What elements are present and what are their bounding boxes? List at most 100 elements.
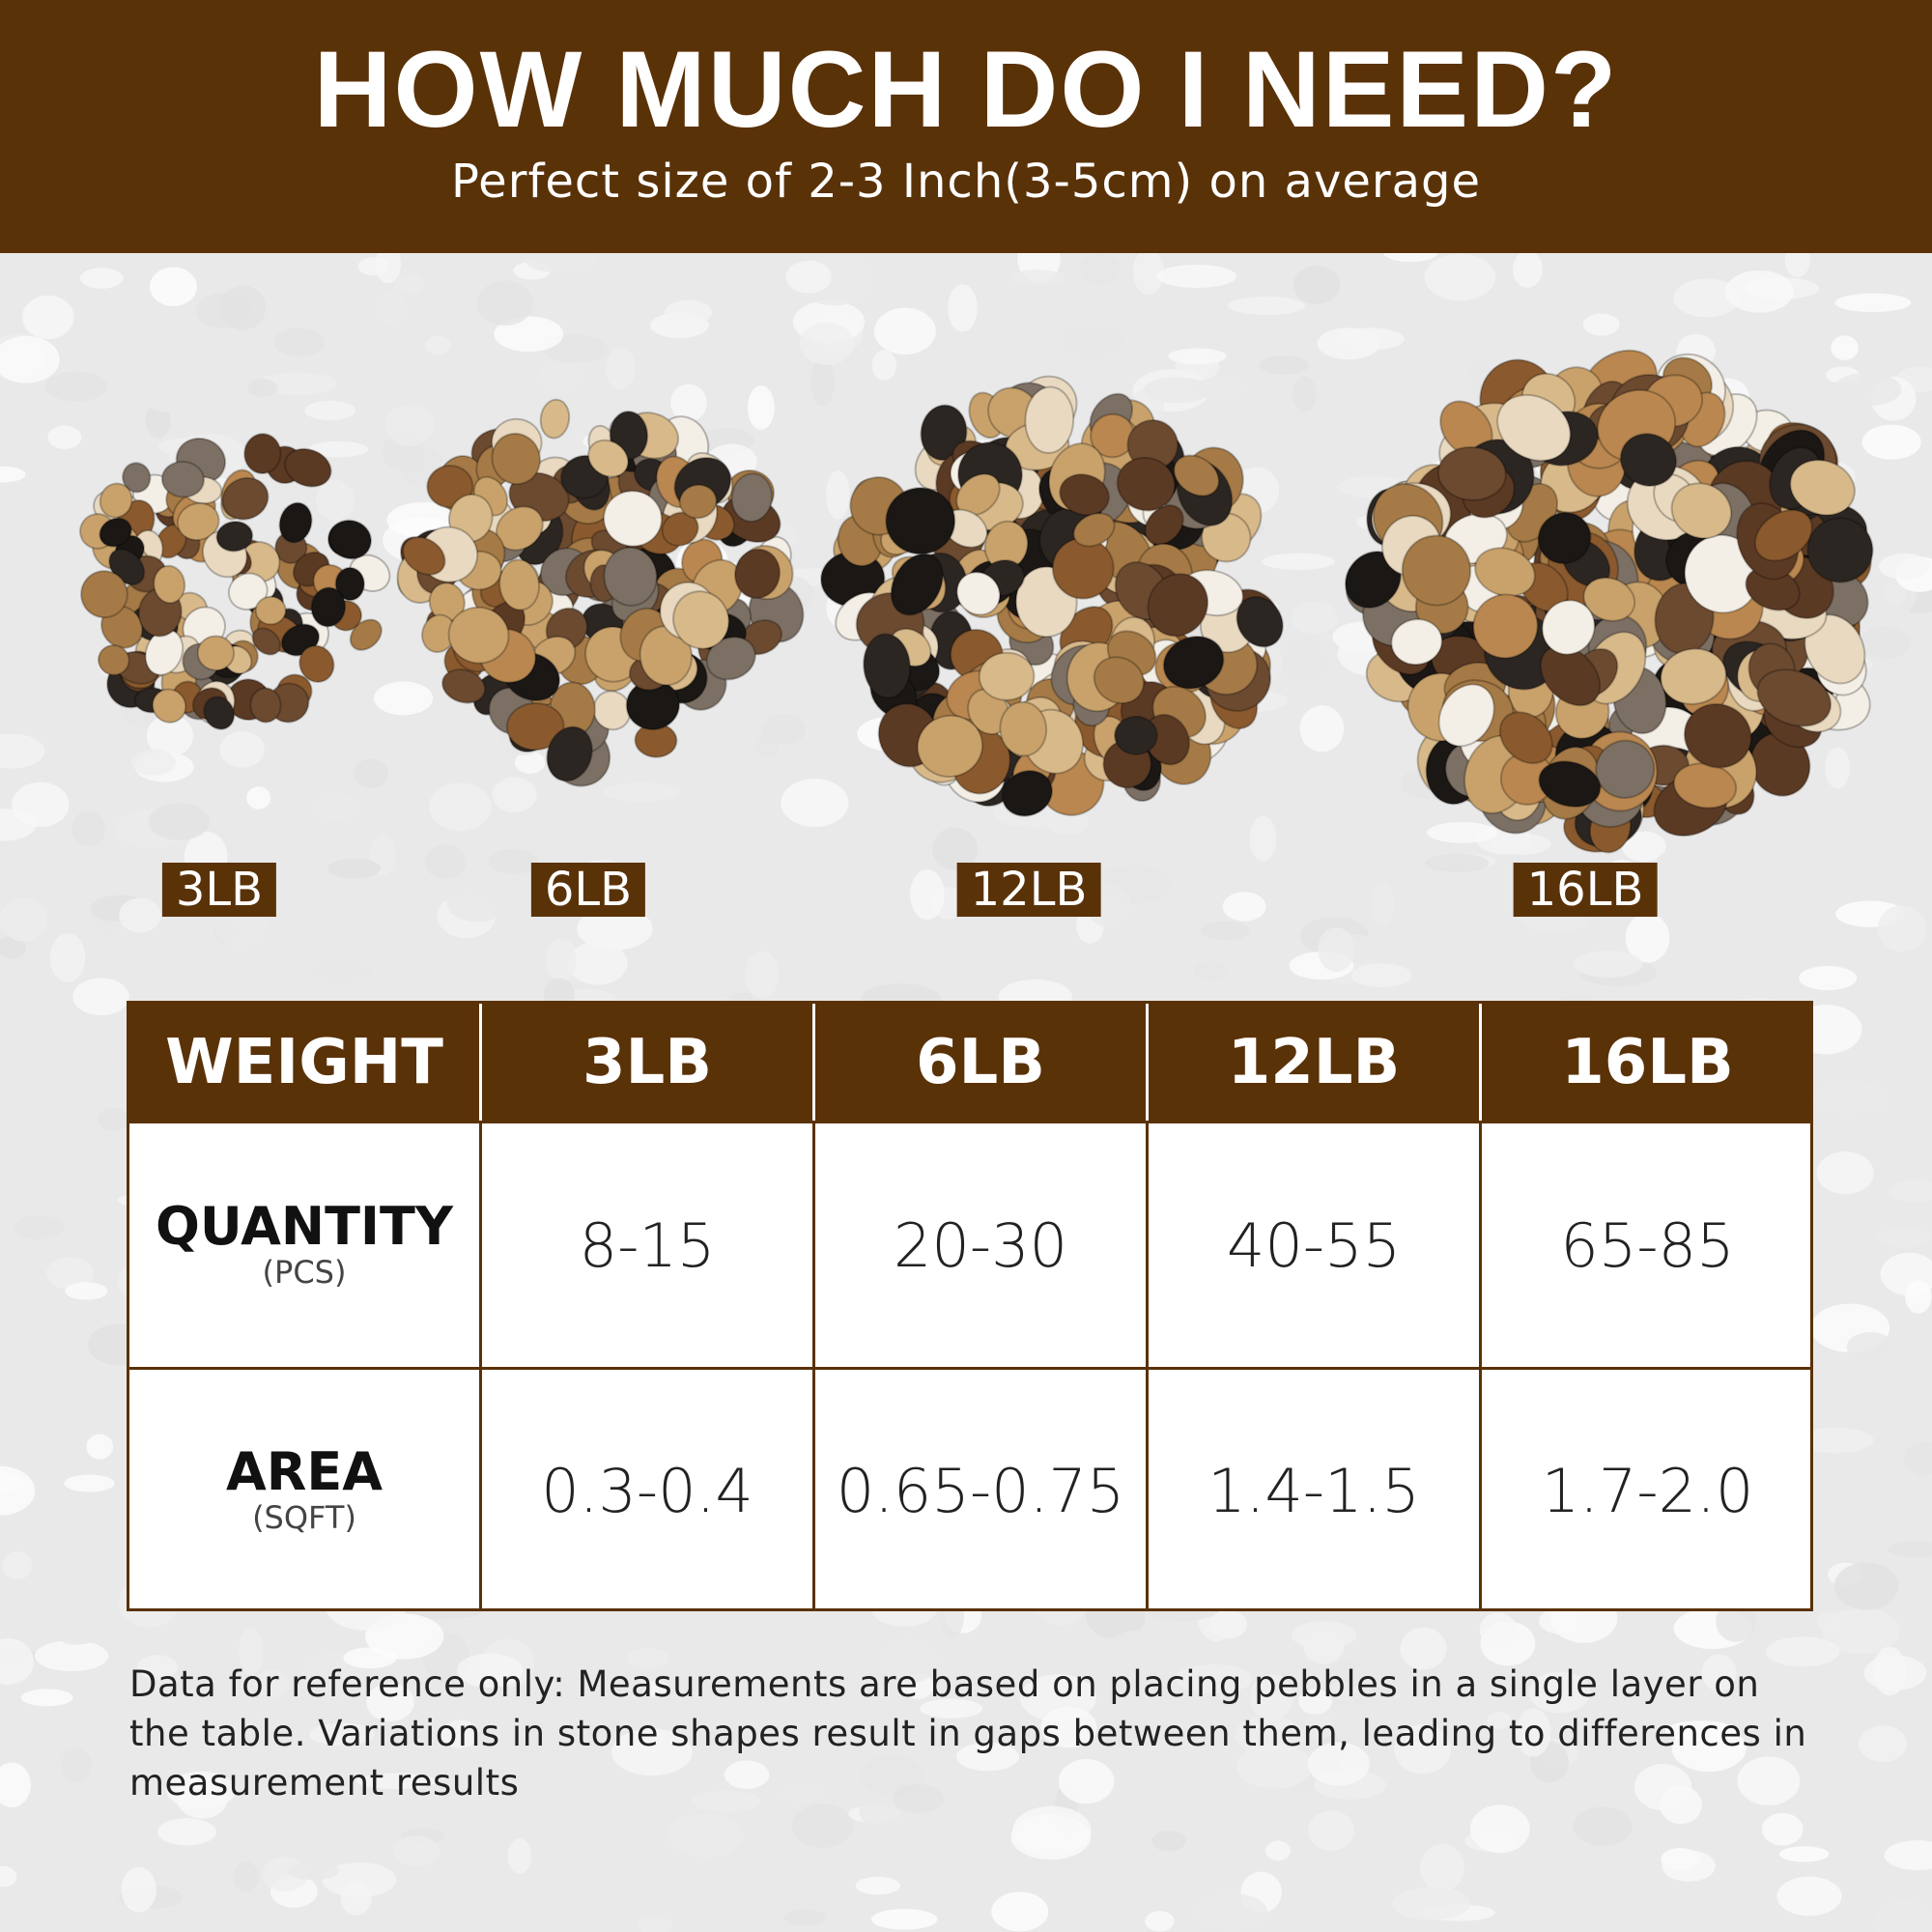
pebble	[152, 688, 187, 724]
pebble	[587, 439, 630, 478]
pebble	[1619, 433, 1678, 487]
bg-pebble	[1888, 1179, 1932, 1203]
pebble	[678, 483, 718, 520]
bg-pebble	[1884, 1840, 1932, 1871]
bg-pebble	[1873, 1646, 1907, 1696]
title: HOW MUCH DO I NEED?	[313, 29, 1619, 150]
bg-pebble	[1877, 905, 1927, 952]
bg-pebble	[871, 350, 897, 381]
bg-pebble	[1370, 882, 1395, 925]
bg-pebble	[247, 378, 278, 398]
pebble	[916, 714, 983, 779]
pebble	[176, 502, 220, 541]
bg-pebble	[0, 466, 26, 483]
bg-pebble	[514, 751, 546, 774]
bg-pebble	[62, 1695, 127, 1729]
pebble	[1789, 459, 1856, 517]
bg-pebble	[492, 777, 537, 813]
bg-pebble	[322, 1861, 397, 1898]
bg-pebble	[1834, 293, 1912, 313]
bg-pebble	[494, 316, 564, 353]
pebble	[215, 520, 254, 553]
header-cell: 16LB	[1482, 1004, 1813, 1121]
bg-pebble	[788, 730, 867, 766]
bg-pebble	[2, 1550, 33, 1580]
value-cell: 1.4-1.5	[1149, 1367, 1482, 1611]
pebble	[1538, 760, 1602, 809]
value-cell: 20-30	[815, 1121, 1149, 1367]
bg-pebble	[1307, 1742, 1371, 1786]
bg-pebble	[46, 1257, 94, 1290]
pebble	[1498, 711, 1553, 765]
pebble	[1496, 393, 1572, 462]
bg-pebble	[0, 935, 27, 959]
bg-pebble	[0, 1762, 31, 1807]
bg-pebble	[754, 733, 779, 759]
bg-pebble	[343, 1647, 397, 1669]
bg-pebble	[747, 384, 775, 430]
bg-pebble	[1112, 827, 1155, 857]
bg-pebble	[1291, 1621, 1357, 1650]
pebble	[920, 404, 968, 462]
bg-pebble	[1582, 313, 1620, 336]
bg-pebble	[1009, 270, 1065, 286]
bg-pebble	[611, 1728, 693, 1776]
pebble	[80, 570, 128, 619]
bg-pebble	[1765, 1636, 1840, 1667]
bg-pebble	[71, 810, 106, 847]
bg-pebble	[1825, 747, 1850, 789]
bg-pebble	[253, 1669, 290, 1698]
bg-pebble	[1662, 1850, 1716, 1882]
bg-pebble	[1108, 1864, 1149, 1913]
pebble	[1162, 635, 1225, 690]
bg-pebble	[357, 257, 389, 276]
pebble	[999, 700, 1048, 757]
bg-pebble	[305, 958, 372, 985]
bg-pebble	[1227, 296, 1306, 316]
pebble	[603, 490, 663, 548]
bg-pebble	[1308, 1810, 1354, 1851]
pebble	[705, 636, 756, 681]
bg-pebble	[1427, 821, 1497, 843]
bg-pebble	[385, 404, 435, 447]
bg-pebble	[791, 1804, 854, 1848]
product-label: 12LB	[956, 863, 1101, 917]
pebble	[1474, 547, 1536, 598]
product-label: 16LB	[1513, 863, 1658, 917]
pebble	[1024, 385, 1075, 454]
bg-pebble	[1326, 1660, 1370, 1709]
bg-pebble	[445, 881, 509, 923]
bg-pebble	[0, 1865, 17, 1888]
pebble	[539, 398, 571, 440]
bg-pebble	[1264, 1840, 1292, 1861]
bg-pebble	[1513, 250, 1543, 288]
pebble	[122, 462, 152, 494]
bg-pebble	[1250, 1673, 1293, 1721]
bg-pebble	[1291, 601, 1338, 635]
pebble	[1472, 593, 1539, 660]
bg-pebble	[855, 1876, 900, 1895]
bg-pebble	[1350, 963, 1412, 988]
bg-pebble	[1400, 1627, 1447, 1670]
bg-pebble	[1259, 355, 1309, 375]
pebble	[203, 696, 236, 730]
pebble	[1683, 703, 1752, 769]
pebble	[1756, 668, 1833, 727]
bg-pebble	[870, 1909, 938, 1930]
bg-pebble	[1249, 815, 1277, 862]
pebble	[196, 635, 236, 671]
bg-pebble	[1797, 1427, 1874, 1454]
header: HOW MUCH DO I NEED? Perfect size of 2-3 …	[0, 0, 1932, 253]
bg-pebble	[61, 1747, 92, 1782]
bg-pebble	[233, 1861, 259, 1893]
bg-pebble	[394, 273, 425, 295]
pebble	[1753, 508, 1813, 562]
bg-pebble	[273, 327, 325, 357]
row-label: AREA	[225, 1440, 384, 1502]
bg-pebble	[1737, 1756, 1801, 1805]
bg-pebble	[932, 827, 979, 871]
pebble	[1001, 769, 1053, 817]
pebble	[1436, 445, 1507, 501]
